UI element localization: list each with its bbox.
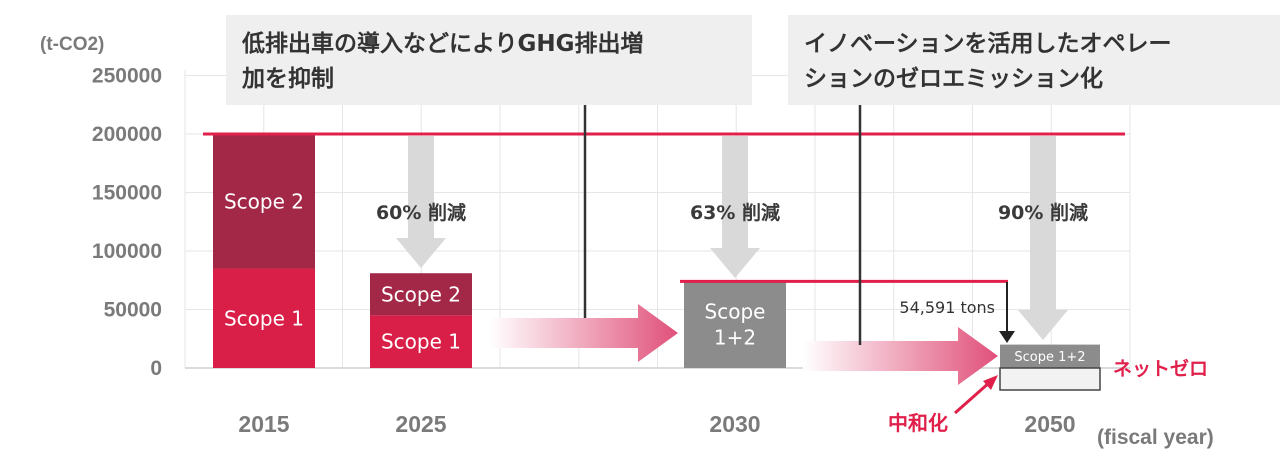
x-tick-label-2050: 2050 bbox=[1024, 411, 1075, 437]
neutralization-label: 中和化 bbox=[888, 411, 948, 435]
progress-arrow-2025-2030 bbox=[490, 304, 678, 362]
y-tick-label: 0 bbox=[150, 357, 162, 380]
x-tick-label-2025: 2025 bbox=[395, 411, 446, 437]
bar-segment-scope2-2015 bbox=[213, 134, 315, 269]
y-tick-label: 100000 bbox=[92, 240, 162, 263]
bar-segment-label: Scope bbox=[705, 300, 766, 324]
reduction-arrow-2025 bbox=[396, 136, 446, 268]
progress-arrow-2030-2050 bbox=[803, 327, 998, 385]
residual-tons-label: 54,591 tons bbox=[899, 298, 995, 317]
bar-segment-scope12-2030 bbox=[684, 281, 786, 368]
bar-segment-label: 1+2 bbox=[714, 326, 756, 350]
bar-segment-scope1-2025 bbox=[370, 315, 472, 368]
reduction-label-2025: 60% 削減 bbox=[376, 201, 466, 224]
x-axis-label: (fiscal year) bbox=[1097, 426, 1214, 449]
callout-box-2 bbox=[788, 15, 1280, 105]
net-zero-label: ネットゼロ bbox=[1113, 357, 1208, 380]
residual-arrow-head bbox=[999, 331, 1015, 343]
y-tick-label: 250000 bbox=[92, 65, 162, 88]
reduction-arrow-2030 bbox=[710, 136, 760, 278]
y-tick-label: 150000 bbox=[92, 182, 162, 205]
callout-text-1: 低排出車の導入などによりGHG排出増 bbox=[241, 30, 644, 57]
bar-segment-scope1-2015 bbox=[213, 268, 315, 368]
callout-text-1: 加を抑制 bbox=[241, 66, 334, 92]
callout-box-1 bbox=[226, 15, 752, 105]
y-tick-label: 50000 bbox=[104, 299, 162, 322]
bar-segment-label: Scope 1 bbox=[224, 306, 304, 330]
net-zero-box bbox=[999, 367, 1101, 391]
annotations: 60% 削減 63% 削減 90% 削減 低排出車の導入などによりGHG排出増加を抑制… bbox=[203, 15, 1280, 435]
x-tick-label-2015: 2015 bbox=[238, 411, 289, 437]
bar-segment-label: Scope 2 bbox=[381, 282, 461, 306]
neutralization-arrow-shaft bbox=[954, 380, 991, 415]
y-axis-ticks: 0 50000 100000 150000 200000 250000 (t-CO2) bbox=[40, 34, 162, 380]
reduction-label-2050: 90% 削減 bbox=[998, 201, 1088, 224]
reduction-label-2030: 63% 削減 bbox=[690, 201, 780, 224]
x-tick-label-2030: 2030 bbox=[709, 411, 760, 437]
y-axis-unit-label: (t-CO2) bbox=[40, 34, 104, 55]
bar-segment-scope2-2025 bbox=[370, 273, 472, 316]
reduction-arrow-2050 bbox=[1018, 136, 1068, 340]
callout-text-2: イノベーションを活用したオペレー bbox=[804, 31, 1172, 57]
bar-segment-label: Scope 1+2 bbox=[1014, 350, 1085, 365]
callout-text-2: ションのゼロエミッション化 bbox=[804, 65, 1103, 92]
bar-segment-scope12-2050 bbox=[1000, 344, 1100, 368]
y-tick-label: 200000 bbox=[92, 123, 162, 146]
bar-segment-label: Scope 1 bbox=[381, 330, 461, 354]
neutralization-arrow-head bbox=[983, 375, 998, 390]
bar-segment-label: Scope 2 bbox=[224, 189, 304, 213]
